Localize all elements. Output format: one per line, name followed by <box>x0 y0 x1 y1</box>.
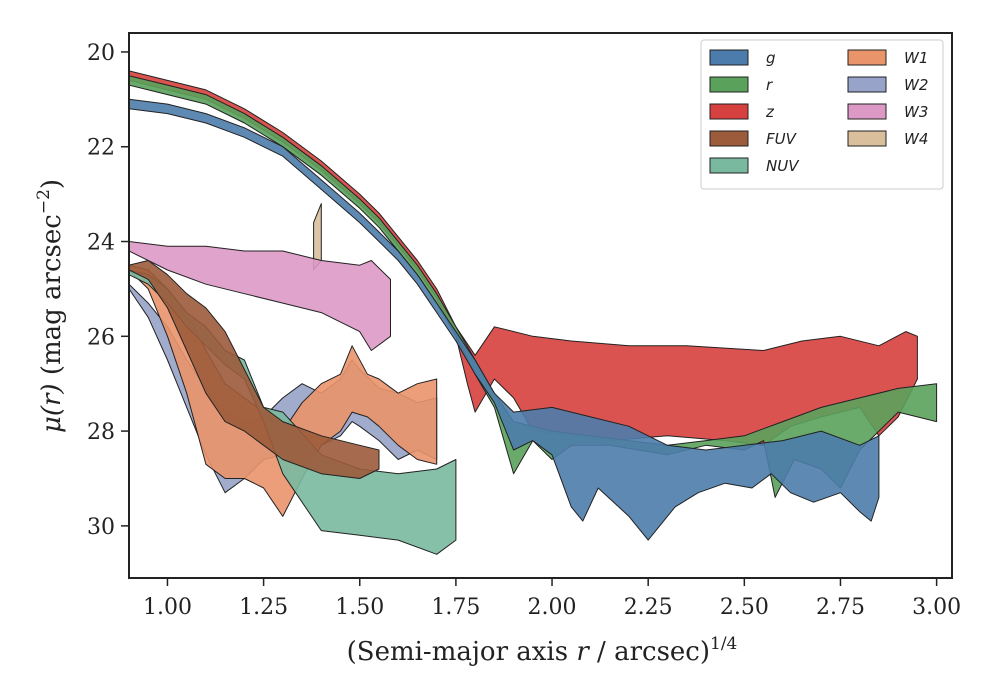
legend-label-z: z <box>765 103 775 121</box>
legend-label-nuv: NUV <box>766 157 800 175</box>
x-tick-label: 1.25 <box>239 595 288 620</box>
y-tick-label: 22 <box>87 136 115 161</box>
x-tick-label: 2.00 <box>528 595 577 620</box>
legend-label-w3: W3 <box>904 103 928 121</box>
y-tick-label: 24 <box>87 231 115 256</box>
legend-label-w2: W2 <box>904 76 928 94</box>
legend-label-r: r <box>766 76 773 94</box>
legend-swatch-fuv <box>709 130 749 147</box>
x-tick-label: 1.75 <box>431 595 480 620</box>
x-axis-label: (Semi-major axis r / arcsec)1/4 <box>347 634 738 667</box>
legend-label-w4: W4 <box>904 130 928 148</box>
x-tick-label: 2.75 <box>816 595 865 620</box>
y-axis-label: μ(r) (mag arcsec−2) <box>34 179 67 433</box>
legend: grz FUV NUV W1 W2 W3 W4 <box>700 39 944 190</box>
legend-label-g: g <box>766 49 776 67</box>
y-tick-label: 30 <box>87 515 115 540</box>
plot-frame <box>128 32 953 579</box>
legend-swatch-w3 <box>847 103 887 120</box>
legend-swatch-g <box>709 49 749 66</box>
x-tick-label: 3.00 <box>912 595 961 620</box>
legend-swatch-w4 <box>847 130 887 147</box>
y-tick-label: 26 <box>87 325 115 350</box>
legend-swatch-w2 <box>847 76 887 93</box>
y-tick-label: 20 <box>87 41 115 66</box>
x-tick-label: 1.50 <box>335 595 384 620</box>
x-tick-label: 2.25 <box>624 595 673 620</box>
y-tick-label: 28 <box>87 420 115 445</box>
y-ticks: 20 22 24 26 28 30 <box>87 41 129 540</box>
x-tick-label: 1.00 <box>143 595 192 620</box>
legend-swatch-z <box>709 103 749 120</box>
band-fuv <box>129 260 380 479</box>
legend-label-w1: W1 <box>904 49 928 67</box>
series-layer <box>129 70 938 555</box>
band-w3 <box>129 241 391 351</box>
x-tick-label: 2.50 <box>720 595 769 620</box>
legend-swatch-r <box>709 76 749 93</box>
legend-swatch-nuv <box>709 157 749 174</box>
legend-label-fuv: FUV <box>766 130 798 148</box>
band-g <box>129 98 880 541</box>
legend-swatch-w1 <box>847 49 887 66</box>
x-ticks: 1.00 1.25 1.50 1.75 2.00 2.25 2.50 2.75 3.00 <box>143 578 961 620</box>
